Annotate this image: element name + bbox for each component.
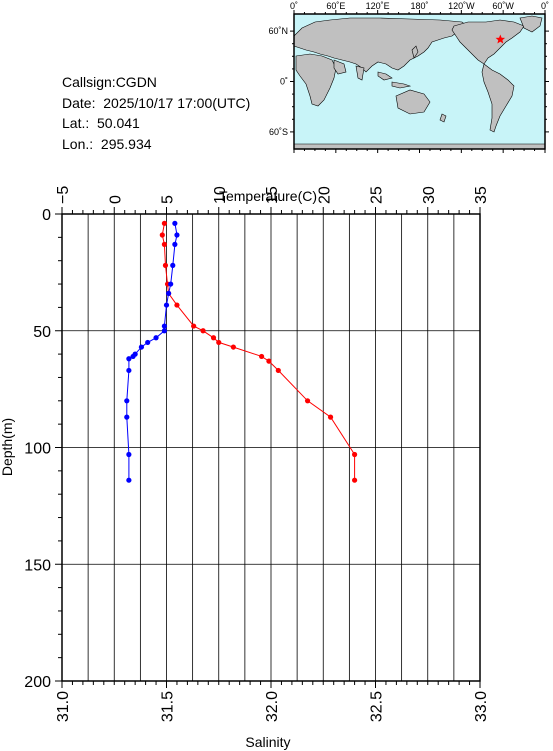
longitude-text: Lon.: 295.934 xyxy=(62,135,152,152)
temperature-tick-label: 30 xyxy=(421,186,438,204)
temperature-data-point xyxy=(200,328,206,334)
salinity-data-point xyxy=(174,232,180,238)
temperature-data-point xyxy=(174,302,180,308)
temperature-tick-label: 20 xyxy=(316,186,333,204)
map-lon-label: 0˚ xyxy=(290,1,298,11)
map-land xyxy=(293,15,546,150)
temperature-data-point xyxy=(216,339,222,346)
temperature-data-point xyxy=(266,358,272,364)
map-lat-label: 60˚S xyxy=(269,127,288,137)
temperature-data-point xyxy=(191,323,197,329)
salinity-data-point xyxy=(172,220,178,226)
salinity-data-point xyxy=(126,367,132,374)
temperature-axis-title: Temperature(C) xyxy=(219,188,317,204)
temperature-tick-label: 15 xyxy=(264,186,281,204)
map-lat-label: 60˚N xyxy=(268,26,288,36)
salinity-data-point xyxy=(153,335,159,341)
temperature-data-point xyxy=(352,477,358,483)
salinity-tick-label: 31.5 xyxy=(160,691,177,722)
salinity-data-point xyxy=(145,339,151,346)
temperature-tick-label: −5 xyxy=(55,186,72,204)
salinity-data-point xyxy=(138,344,145,350)
map-lon-label: 120˚E xyxy=(366,1,390,11)
station-info: Callsign:CGDN Date: 2025/10/17 17:00(UTC… xyxy=(62,72,250,154)
temperature-tick-label: 25 xyxy=(369,186,386,204)
temperature-data-point xyxy=(258,353,265,360)
temperature-tick-label: 10 xyxy=(212,186,229,204)
temperature-data-point xyxy=(159,232,165,238)
temperature-tick-label: 35 xyxy=(473,186,490,204)
temperature-profile-line xyxy=(161,223,356,481)
temperature-data-point xyxy=(210,335,217,341)
salinity-axis-title: Salinity xyxy=(245,734,290,750)
date-text: Date: 2025/10/17 17:00(UTC) xyxy=(62,94,251,111)
depth-tick-label: 200 xyxy=(24,674,51,691)
salinity-profile-line xyxy=(126,223,178,481)
temperature-tick-label: 5 xyxy=(160,195,177,204)
salinity-data-point xyxy=(126,451,132,458)
temperature-tick-label: 0 xyxy=(107,195,124,204)
temperature-data-point xyxy=(161,220,168,226)
depth-tick-label: 50 xyxy=(33,324,51,341)
salinity-tick-label: 33.0 xyxy=(473,691,490,722)
salinity-data-point xyxy=(161,328,168,334)
salinity-data-point xyxy=(165,290,172,296)
depth-tick-label: 150 xyxy=(24,557,51,574)
map-lon-label: 120˚W xyxy=(448,1,475,11)
map-lon-label: 60˚E xyxy=(326,1,345,11)
salinity-data-point xyxy=(126,477,132,483)
map-lat-label: 0˚ xyxy=(280,77,288,87)
salinity-data-point xyxy=(161,323,168,329)
salinity-data-point xyxy=(172,241,178,247)
salinity-data-point xyxy=(170,262,176,268)
temperature-data-point xyxy=(162,262,169,268)
salinity-data-point xyxy=(130,353,136,360)
salinity-data-point xyxy=(124,414,130,420)
salinity-data-point xyxy=(124,398,130,404)
temperature-data-point xyxy=(352,451,358,458)
station-marker-icon xyxy=(495,34,506,44)
salinity-tick-label: 32.5 xyxy=(369,691,386,722)
salinity-tick-label: 31.0 xyxy=(55,691,72,722)
temperature-data-point xyxy=(230,344,236,350)
temperature-data-point xyxy=(275,367,281,374)
map-lon-label: 0˚ xyxy=(541,1,549,11)
temperature-data-point xyxy=(304,398,311,404)
depth-tick-label: 0 xyxy=(42,207,51,224)
salinity-data-point xyxy=(163,302,170,308)
depth-axis-title: Depth(m) xyxy=(0,418,15,476)
salinity-data-point xyxy=(168,281,174,287)
map-lon-label: 180˚ xyxy=(410,1,428,11)
salinity-data-point xyxy=(126,356,132,362)
temperature-data-point xyxy=(327,414,334,420)
callsign-text: Callsign:CGDN xyxy=(62,74,157,90)
latitude-text: Lat.: 50.041 xyxy=(62,115,140,131)
temperature-data-point xyxy=(161,241,168,247)
salinity-tick-label: 32.0 xyxy=(264,691,281,722)
depth-tick-label: 100 xyxy=(24,441,51,458)
map-lon-label: 60˚W xyxy=(492,1,514,11)
